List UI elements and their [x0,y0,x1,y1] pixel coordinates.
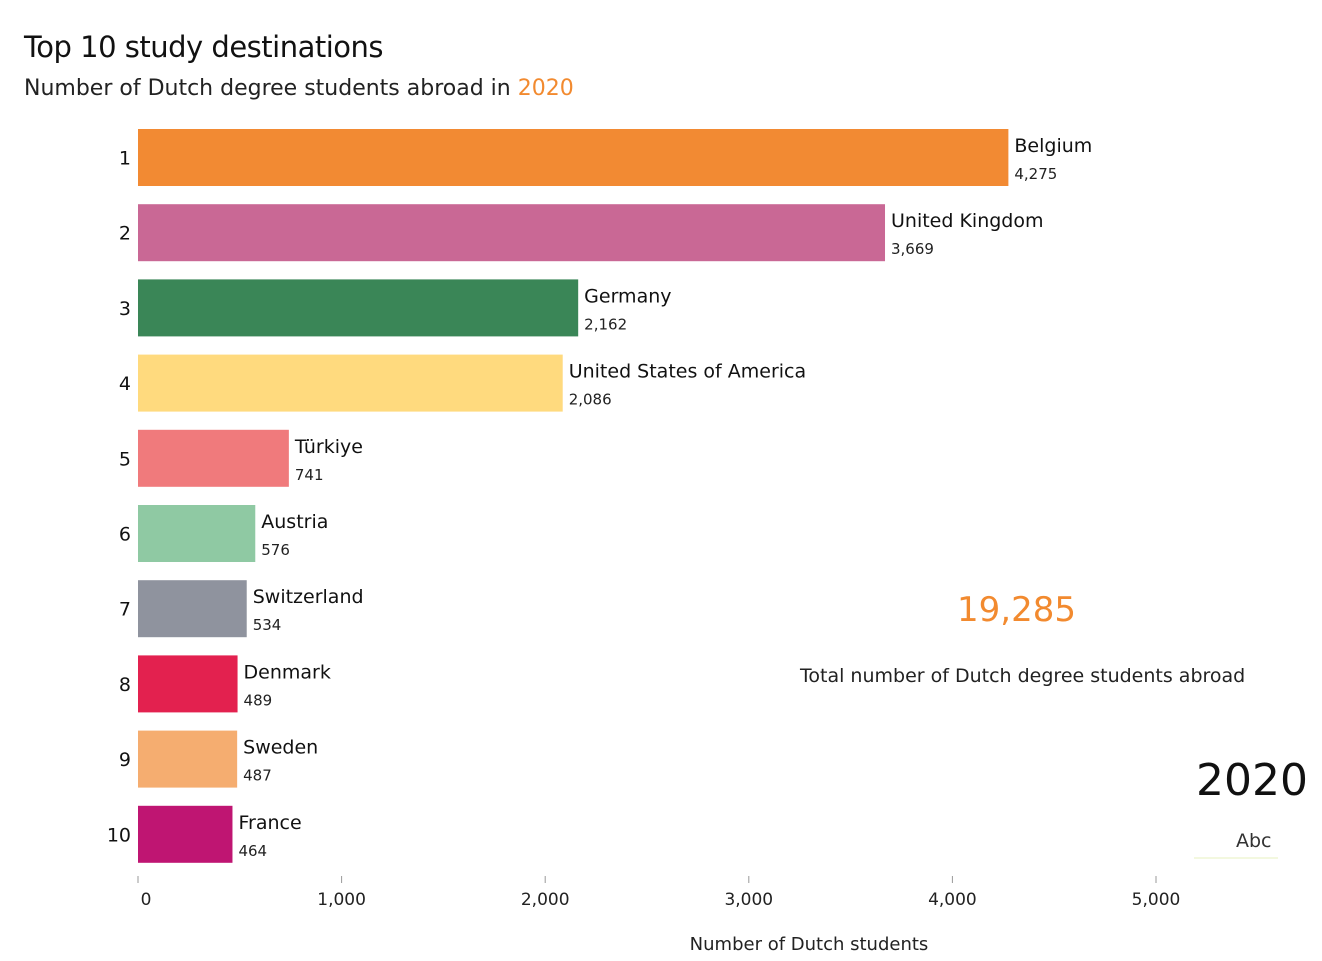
legend-abc-underline [1194,857,1278,859]
bar-5 [138,429,289,487]
x-axis-title: Number of Dutch students [690,934,929,955]
country-label-4: United States of America [569,361,806,383]
value-label-8: 489 [244,691,273,709]
total-students-label: Total number of Dutch degree students ab… [800,665,1246,687]
rank-label-4: 4 [119,373,131,395]
value-label-9: 487 [243,767,272,785]
chart-subtitle: Number of Dutch degree students abroad i… [24,76,574,101]
rank-label-8: 8 [119,674,131,696]
subtitle-year: 2020 [517,76,574,101]
country-label-1: Belgium [1014,135,1092,157]
bar-1 [138,129,1009,186]
bar-3 [138,279,579,337]
value-label-10: 464 [238,842,267,860]
rank-label-7: 7 [119,599,131,621]
rank-label-3: 3 [119,298,131,320]
bar-2 [138,204,886,262]
x-tick-label-2: 2,000 [521,890,570,910]
value-label-2: 3,669 [891,240,934,258]
x-tick-label-5: 5,000 [1132,890,1181,910]
bar-7 [138,580,247,638]
current-year-label: 2020 [1196,755,1308,806]
country-label-5: Türkiye [294,436,363,458]
bar-10 [138,805,233,863]
country-label-7: Switzerland [253,586,364,608]
subtitle-text: Number of Dutch degree students abroad i… [24,76,511,101]
value-label-6: 576 [261,541,290,559]
value-label-5: 741 [295,466,324,484]
bar-6 [138,505,256,562]
bar-9 [138,730,238,788]
x-tick-label-0: 0 [141,890,152,910]
value-label-4: 2,086 [569,391,612,409]
country-label-2: United Kingdom [891,210,1044,232]
x-tick-label-4: 4,000 [928,890,977,910]
country-label-10: France [238,812,301,834]
value-label-3: 2,162 [584,315,627,333]
rank-label-5: 5 [119,448,131,470]
rank-label-6: 6 [119,524,131,546]
rank-label-10: 10 [107,824,131,846]
country-label-6: Austria [261,511,328,533]
country-label-9: Sweden [243,737,318,759]
rank-label-1: 1 [119,148,131,170]
value-label-1: 4,275 [1014,165,1057,183]
legend-abc-text: Abc [1236,830,1272,852]
chart-title: Top 10 study destinations [24,30,384,64]
x-tick-label-1: 1,000 [317,890,366,910]
value-label-7: 534 [253,616,282,634]
bar-4 [138,354,563,412]
rank-label-2: 2 [119,223,131,245]
bar-8 [138,655,238,713]
country-label-8: Denmark [244,661,331,683]
total-students-value: 19,285 [957,590,1076,630]
rank-label-9: 9 [119,749,131,771]
country-label-3: Germany [584,285,671,307]
x-tick-label-3: 3,000 [724,890,773,910]
